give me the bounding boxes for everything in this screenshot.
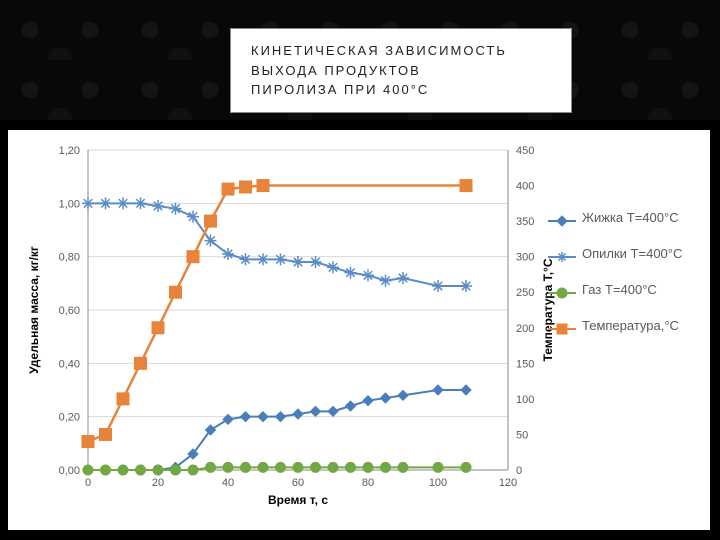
legend-item: Жижка T=400°С — [548, 210, 698, 232]
chart-plot: 0,000,200,400,600,801,001,20050100150200… — [88, 150, 508, 470]
svg-text:150: 150 — [516, 358, 534, 370]
svg-text:Удельная масса, кг/кг: Удельная масса, кг/кг — [27, 246, 41, 374]
svg-text:0,20: 0,20 — [59, 412, 80, 424]
svg-text:200: 200 — [516, 323, 534, 335]
legend-marker — [548, 246, 576, 268]
legend-marker — [548, 282, 576, 304]
svg-text:100: 100 — [516, 394, 534, 406]
svg-text:400: 400 — [516, 181, 534, 193]
svg-text:60: 60 — [292, 477, 304, 489]
svg-text:100: 100 — [429, 477, 447, 489]
svg-text:0,60: 0,60 — [59, 305, 80, 317]
svg-text:0: 0 — [85, 477, 91, 489]
svg-text:1,00: 1,00 — [59, 198, 80, 210]
svg-text:50: 50 — [516, 429, 528, 441]
svg-text:0,80: 0,80 — [59, 252, 80, 264]
title-line-3: ПИРОЛИЗА ПРИ 400°С — [251, 80, 551, 100]
svg-text:0,00: 0,00 — [59, 465, 80, 477]
svg-text:0: 0 — [516, 465, 522, 477]
svg-text:40: 40 — [222, 477, 234, 489]
title-line-1: КИНЕТИЧЕСКАЯ ЗАВИСИМОСТЬ — [251, 41, 551, 61]
legend-label: Температура,°С — [582, 318, 679, 335]
legend-item: Газ T=400°С — [548, 282, 698, 304]
legend-item: Температура,°С — [548, 318, 698, 340]
legend-label: Опилки T=400°С — [582, 246, 682, 263]
legend-marker — [548, 210, 576, 232]
legend-item: Опилки T=400°С — [548, 246, 698, 268]
legend-marker — [548, 318, 576, 340]
svg-text:350: 350 — [516, 216, 534, 228]
svg-text:1,20: 1,20 — [59, 145, 80, 157]
svg-text:Время т, с: Время т, с — [268, 493, 328, 507]
svg-text:450: 450 — [516, 145, 534, 157]
svg-text:250: 250 — [516, 287, 534, 299]
svg-text:120: 120 — [499, 477, 517, 489]
svg-text:300: 300 — [516, 252, 534, 264]
svg-text:0,40: 0,40 — [59, 358, 80, 370]
svg-text:20: 20 — [152, 477, 164, 489]
slide-title: КИНЕТИЧЕСКАЯ ЗАВИСИМОСТЬ ВЫХОДА ПРОДУКТО… — [230, 28, 572, 113]
chart-legend: Жижка T=400°С Опилки T=400°С Газ T=400°С Те… — [548, 210, 698, 354]
legend-label: Газ T=400°С — [582, 282, 657, 299]
chart-container: 0,000,200,400,600,801,001,20050100150200… — [8, 130, 710, 530]
title-line-2: ВЫХОДА ПРОДУКТОВ — [251, 61, 551, 81]
svg-text:80: 80 — [362, 477, 374, 489]
legend-label: Жижка T=400°С — [582, 210, 679, 227]
